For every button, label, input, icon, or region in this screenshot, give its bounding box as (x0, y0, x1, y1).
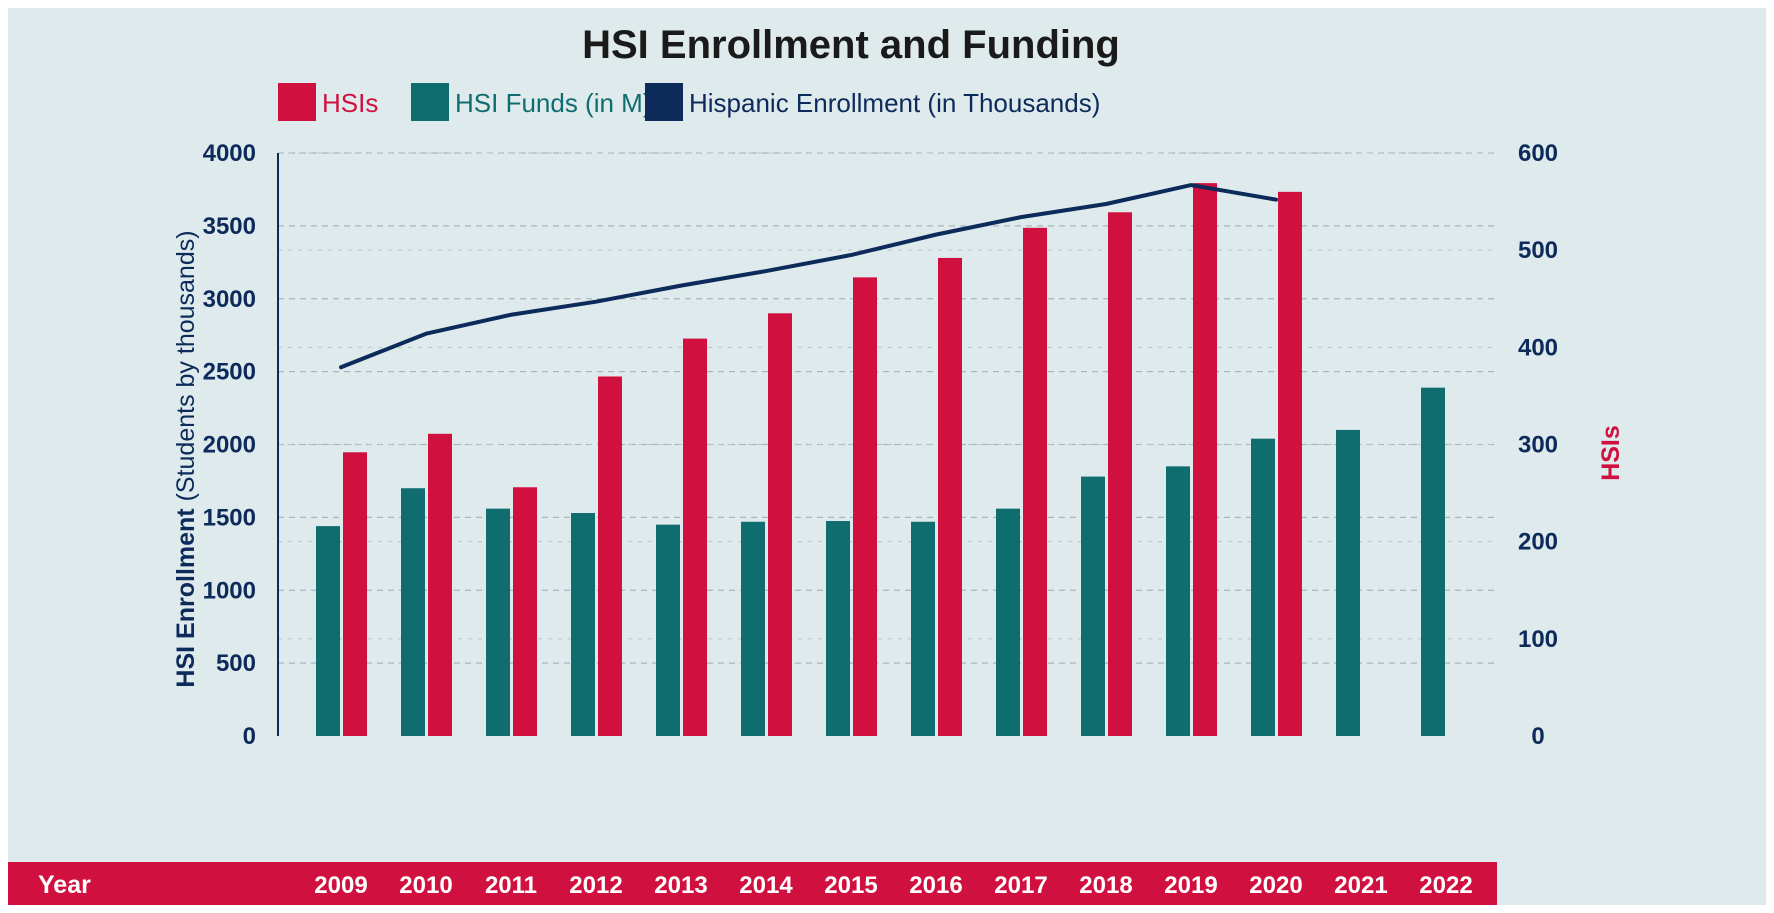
bars (316, 183, 1445, 736)
bar-hsi-funds (741, 521, 765, 736)
x-tick-label: 2012 (569, 872, 622, 899)
x-tick-label: 2019 (1164, 872, 1217, 899)
bar-hsi-funds (826, 521, 850, 736)
bar-hsi-funds (1421, 387, 1445, 736)
y-right-axis-title: HSIs (1597, 425, 1625, 481)
y-left-tick-label: 1000 (203, 577, 256, 604)
x-tick-label: 2009 (314, 872, 367, 899)
line-hispanic-enrollment (339, 183, 1278, 370)
legend-swatch (645, 83, 683, 121)
bar-hsis (1023, 227, 1047, 736)
bar-hsi-funds (656, 524, 680, 736)
legend-label: HSIs (322, 88, 378, 118)
chart-title: HSI Enrollment and Funding (582, 23, 1120, 67)
y-right-tick-label: 300 (1518, 432, 1558, 459)
x-tick-label: 2018 (1079, 872, 1132, 899)
bar-hsi-funds (911, 521, 935, 736)
y-left-tick-label: 4000 (203, 140, 256, 167)
y-right-tick-label: 100 (1518, 626, 1558, 653)
bar-hsis (428, 433, 452, 736)
x-tick-label: 2016 (909, 872, 962, 899)
bar-hsis (768, 313, 792, 736)
chart-container: HSI Enrollment and Funding HSIs HSI Funds… (8, 8, 1766, 905)
x-tick-label: 2014 (739, 872, 793, 899)
y-right-tick-label: 200 (1518, 529, 1558, 556)
y-right-tick-label: 600 (1518, 140, 1558, 167)
legend-label: Hispanic Enrollment (in Thousands) (689, 88, 1100, 118)
y-left-tick-label: 3000 (203, 286, 256, 313)
bar-hsi-funds (996, 508, 1020, 736)
y-right-tick-label: 400 (1518, 334, 1558, 361)
y-left-tick-label: 500 (216, 650, 256, 677)
legend: HSIs HSI Funds (in M) Hispanic Enrollment … (278, 83, 1100, 121)
bar-hsis (683, 338, 707, 736)
bar-hsi-funds (316, 526, 340, 736)
x-tick-label: 2013 (654, 872, 707, 899)
y-left-tick-label: 0 (243, 723, 256, 750)
y-left-axis-title-rest: (Students by thousands) (172, 230, 200, 508)
x-axis-band-bg (8, 862, 1497, 905)
y-right-tick-label: 500 (1518, 237, 1558, 264)
bar-hsi-funds (1166, 466, 1190, 736)
bar-hsis (938, 257, 962, 736)
gridlines (278, 152, 1498, 664)
y-left-tick-label: 2500 (203, 359, 256, 386)
enrollment-line (339, 183, 1278, 370)
x-tick-label: 2011 (485, 872, 537, 899)
x-axis-title: Year (38, 871, 91, 899)
x-tick-label: 2010 (399, 872, 452, 899)
bar-hsi-funds (1251, 438, 1275, 736)
x-axis-band: Year 2009 2010 2011 2012 2013 2014 2015 2016 2017… (8, 862, 1497, 905)
chart-svg: HSI Enrollment and Funding HSIs HSI Funds… (8, 23, 1625, 905)
bar-hsis (1193, 183, 1217, 736)
axes: 0 500 1000 1500 2000 2500 3000 3500 4000 0 100 200 3… (172, 140, 1625, 750)
bar-hsi-funds (486, 508, 510, 736)
x-tick-label: 2022 (1419, 872, 1472, 899)
x-tick-label: 2017 (994, 872, 1047, 899)
bar-hsi-funds (1336, 429, 1360, 736)
bar-hsi-funds (401, 488, 425, 736)
bar-hsi-funds (571, 513, 595, 736)
y-left-tick-label: 2000 (203, 432, 256, 459)
y-left-axis-title: HSI Enrollment (Students by thousands) (172, 230, 200, 687)
legend-swatch (411, 83, 449, 121)
y-left-tick-label: 3500 (203, 213, 256, 240)
legend-label: HSI Funds (in M) (455, 88, 652, 118)
bar-hsis (853, 277, 877, 736)
bar-hsis (343, 452, 367, 736)
bar-hsis (513, 487, 537, 736)
y-right-tick-label: 0 (1531, 723, 1544, 750)
bar-hsis (1278, 191, 1302, 736)
x-tick-label: 2020 (1249, 872, 1302, 899)
bar-hsi-funds (1081, 476, 1105, 736)
x-tick-label: 2021 (1334, 872, 1387, 899)
y-left-axis-title-bold: HSI Enrollment (172, 508, 200, 688)
x-tick-label: 2015 (824, 872, 877, 899)
y-left-tick-label: 1500 (203, 504, 256, 531)
legend-swatch (278, 83, 316, 121)
bar-hsis (1108, 212, 1132, 736)
bar-hsis (598, 376, 622, 736)
